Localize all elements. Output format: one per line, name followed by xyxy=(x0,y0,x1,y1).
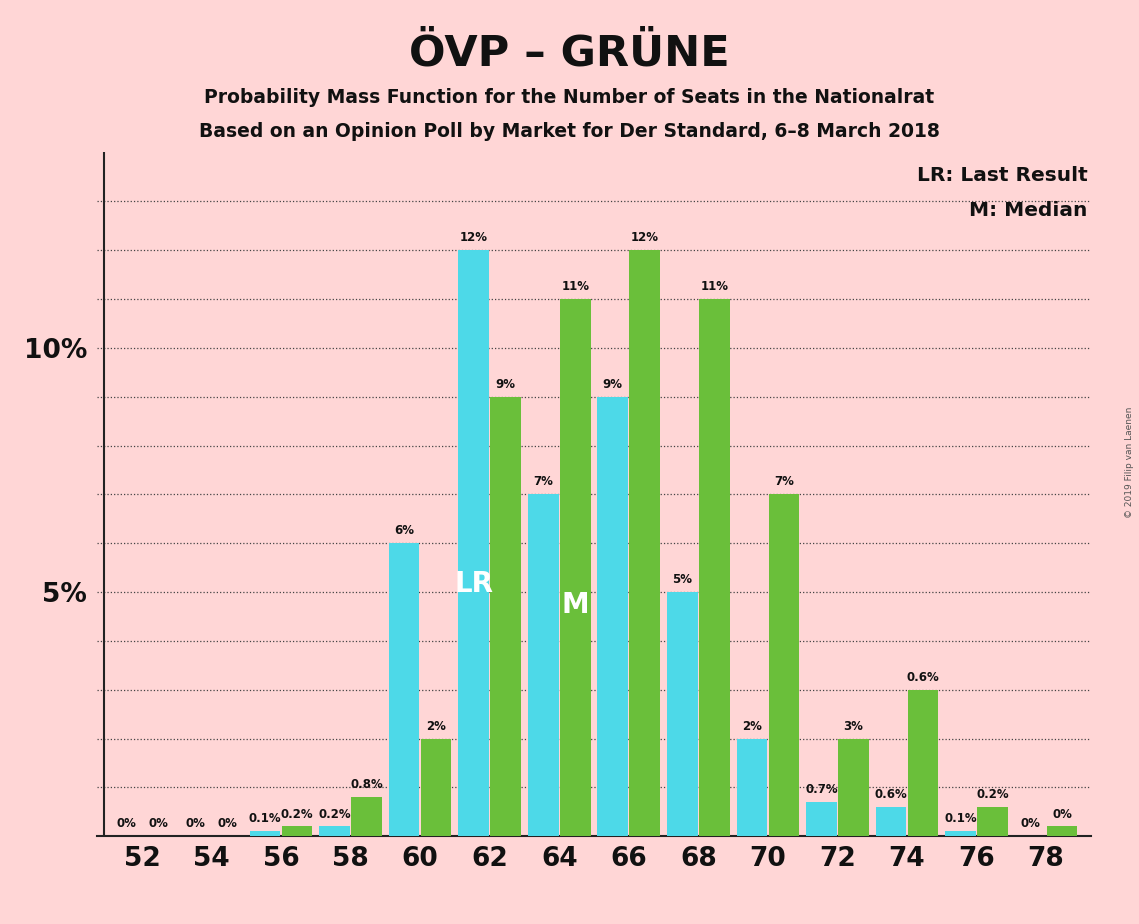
Text: 7%: 7% xyxy=(533,476,554,489)
Text: 0%: 0% xyxy=(1052,808,1072,821)
Text: 0%: 0% xyxy=(148,818,167,831)
Bar xyxy=(388,543,419,836)
Text: M: Median: M: Median xyxy=(969,201,1088,221)
Bar xyxy=(560,299,590,836)
Text: 0.1%: 0.1% xyxy=(248,812,281,825)
Text: 0.2%: 0.2% xyxy=(318,808,351,821)
Bar xyxy=(351,797,382,836)
Text: 0.2%: 0.2% xyxy=(280,808,313,821)
Text: 3%: 3% xyxy=(843,720,863,733)
Text: Based on an Opinion Poll by Market for Der Standard, 6–8 March 2018: Based on an Opinion Poll by Market for D… xyxy=(199,122,940,141)
Bar xyxy=(491,396,521,836)
Bar xyxy=(838,738,869,836)
Bar xyxy=(977,807,1008,836)
Text: 7%: 7% xyxy=(773,476,794,489)
Bar xyxy=(945,832,976,836)
Bar xyxy=(458,250,489,836)
Text: 12%: 12% xyxy=(460,231,487,244)
Text: 0%: 0% xyxy=(186,818,205,831)
Text: 0.1%: 0.1% xyxy=(944,812,977,825)
Text: 0.2%: 0.2% xyxy=(976,788,1009,801)
Text: 0.7%: 0.7% xyxy=(805,784,837,796)
Bar xyxy=(908,689,939,836)
Text: 12%: 12% xyxy=(631,231,658,244)
Text: 5%: 5% xyxy=(672,573,693,586)
Bar xyxy=(281,826,312,836)
Text: 6%: 6% xyxy=(394,524,415,538)
Text: 0%: 0% xyxy=(1021,818,1040,831)
Text: 0%: 0% xyxy=(116,818,136,831)
Text: LR: Last Result: LR: Last Result xyxy=(917,166,1088,186)
Text: 11%: 11% xyxy=(700,280,728,293)
Text: 0%: 0% xyxy=(218,818,237,831)
Text: Probability Mass Function for the Number of Seats in the Nationalrat: Probability Mass Function for the Number… xyxy=(204,88,935,107)
Bar xyxy=(769,494,800,836)
Bar xyxy=(319,826,350,836)
Text: 9%: 9% xyxy=(495,378,516,391)
Text: ÖVP – GRÜNE: ÖVP – GRÜNE xyxy=(409,32,730,74)
Text: 9%: 9% xyxy=(603,378,623,391)
Bar xyxy=(876,807,907,836)
Text: 0.6%: 0.6% xyxy=(875,788,908,801)
Text: 0.8%: 0.8% xyxy=(350,778,383,791)
Text: M: M xyxy=(562,591,589,619)
Bar xyxy=(699,299,730,836)
Bar xyxy=(420,738,451,836)
Bar xyxy=(1047,826,1077,836)
Text: LR: LR xyxy=(454,570,493,598)
Text: 11%: 11% xyxy=(562,280,589,293)
Bar xyxy=(806,802,837,836)
Text: © 2019 Filip van Laenen: © 2019 Filip van Laenen xyxy=(1125,407,1134,517)
Bar xyxy=(249,832,280,836)
Text: 2%: 2% xyxy=(741,720,762,733)
Bar xyxy=(528,494,558,836)
Bar xyxy=(737,738,768,836)
Bar xyxy=(630,250,659,836)
Text: 0.6%: 0.6% xyxy=(907,671,940,684)
Bar xyxy=(667,592,697,836)
Bar xyxy=(598,396,628,836)
Text: 2%: 2% xyxy=(426,720,446,733)
